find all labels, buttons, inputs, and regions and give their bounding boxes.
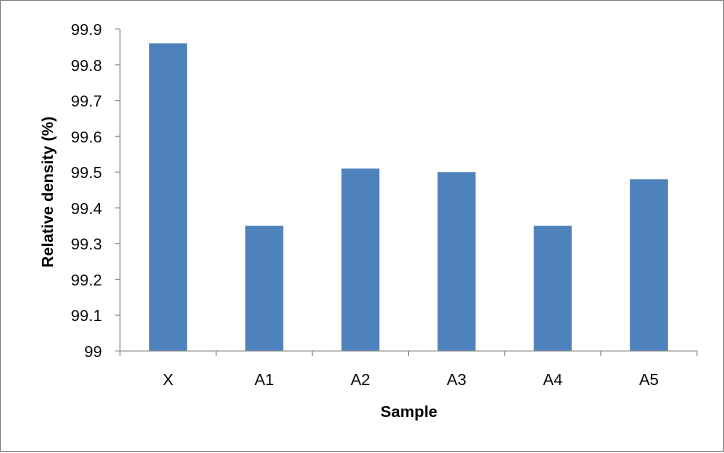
y-axis-title: Relative density (%)	[40, 116, 57, 267]
y-tick-label: 99.9	[71, 22, 102, 39]
y-tick-label: 99.4	[71, 201, 102, 218]
bar-a1	[245, 225, 284, 351]
x-tick-label: A3	[447, 372, 467, 389]
y-ticks-group: 99 99.1 99.2 99.3 99.4 99.5 99.6 99.7 99.8 99.9	[71, 22, 120, 361]
y-tick-label: 99.2	[71, 272, 102, 289]
x-tick-label: A4	[543, 372, 563, 389]
x-tick-label: A1	[254, 372, 274, 389]
x-tick-label: A5	[639, 372, 659, 389]
bar-a5	[629, 179, 668, 351]
bar-a3	[437, 172, 476, 351]
bars-group	[149, 43, 668, 352]
x-tick-label: X	[163, 372, 174, 389]
y-tick-label: 99.6	[71, 129, 102, 146]
y-tick-label: 99.5	[71, 165, 102, 182]
bar-x	[149, 43, 188, 352]
y-tick-label: 99.1	[71, 308, 102, 325]
x-axis-title: Sample	[381, 404, 438, 421]
bar-a2	[341, 168, 380, 351]
y-tick-label: 99.8	[71, 58, 102, 75]
x-ticks-group: X A1 A2 A3 A4 A5	[119, 351, 698, 389]
y-tick-label: 99	[84, 344, 102, 361]
x-tick-label: A2	[351, 372, 371, 389]
bar-a4	[533, 225, 572, 351]
y-tick-label: 99.3	[71, 237, 102, 254]
y-tick-label: 99.7	[71, 94, 102, 111]
